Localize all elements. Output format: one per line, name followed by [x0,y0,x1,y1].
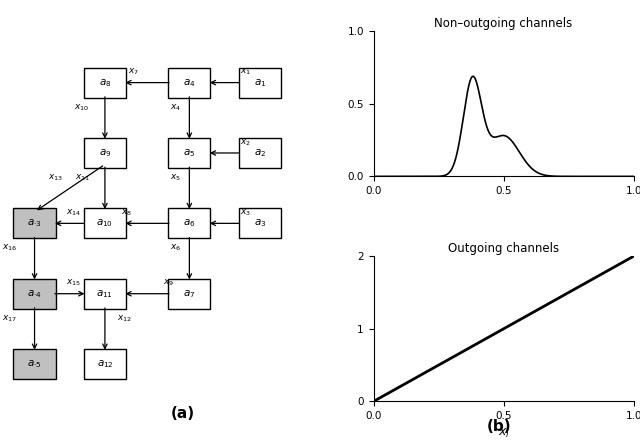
FancyBboxPatch shape [84,68,126,98]
FancyBboxPatch shape [84,208,126,238]
Text: $a_{6}$: $a_{6}$ [183,218,196,229]
Title: Outgoing channels: Outgoing channels [448,242,559,255]
FancyBboxPatch shape [168,68,211,98]
Text: $x_{15}$: $x_{15}$ [66,278,81,289]
Text: $a_{\cdot4}$: $a_{\cdot4}$ [27,288,42,300]
Text: $x_1$: $x_1$ [240,67,251,77]
FancyBboxPatch shape [168,279,211,309]
Text: $x_8$: $x_8$ [120,207,132,218]
Text: $x_3$: $x_3$ [240,207,251,218]
Text: $a_{10}$: $a_{10}$ [97,218,113,229]
FancyBboxPatch shape [239,208,281,238]
Text: (a): (a) [170,406,195,421]
X-axis label: $x_i$: $x_i$ [497,427,509,440]
FancyBboxPatch shape [84,138,126,168]
Text: $a_{3}$: $a_{3}$ [253,218,266,229]
FancyBboxPatch shape [239,68,281,98]
Text: $a_{12}$: $a_{12}$ [97,358,113,370]
Text: $a_{\cdot3}$: $a_{\cdot3}$ [27,218,42,229]
Text: $x_9$: $x_9$ [163,278,174,289]
Text: $x_{17}$: $x_{17}$ [3,313,17,324]
Text: $a_{\cdot5}$: $a_{\cdot5}$ [28,358,42,370]
Text: $x_{16}$: $x_{16}$ [3,243,17,253]
Text: $a_{11}$: $a_{11}$ [97,288,113,300]
FancyBboxPatch shape [13,208,56,238]
Text: (b): (b) [487,419,511,434]
Text: $a_{5}$: $a_{5}$ [183,147,195,159]
Text: $x_5$: $x_5$ [170,173,181,183]
Text: $x_{12}$: $x_{12}$ [116,313,132,324]
Text: $a_{2}$: $a_{2}$ [253,147,266,159]
Text: $x_{13}$: $x_{13}$ [48,173,63,183]
Text: $x_{11}$: $x_{11}$ [74,173,90,183]
Text: $x_{14}$: $x_{14}$ [66,207,81,218]
FancyBboxPatch shape [84,279,126,309]
FancyBboxPatch shape [168,208,211,238]
FancyBboxPatch shape [13,349,56,379]
Text: $a_{9}$: $a_{9}$ [99,147,111,159]
FancyBboxPatch shape [13,279,56,309]
Text: $x_7$: $x_7$ [127,67,139,77]
Text: $a_{8}$: $a_{8}$ [99,77,111,88]
Text: $a_{1}$: $a_{1}$ [253,77,266,88]
Text: $x_2$: $x_2$ [240,137,251,148]
FancyBboxPatch shape [168,138,211,168]
Title: Non–outgoing channels: Non–outgoing channels [435,17,573,30]
Text: $a_{4}$: $a_{4}$ [183,77,196,88]
FancyBboxPatch shape [84,349,126,379]
FancyBboxPatch shape [239,138,281,168]
Text: $x_6$: $x_6$ [170,243,181,253]
Text: $a_{7}$: $a_{7}$ [183,288,196,300]
Text: $x_{10}$: $x_{10}$ [74,102,90,112]
Text: $x_4$: $x_4$ [170,102,181,112]
